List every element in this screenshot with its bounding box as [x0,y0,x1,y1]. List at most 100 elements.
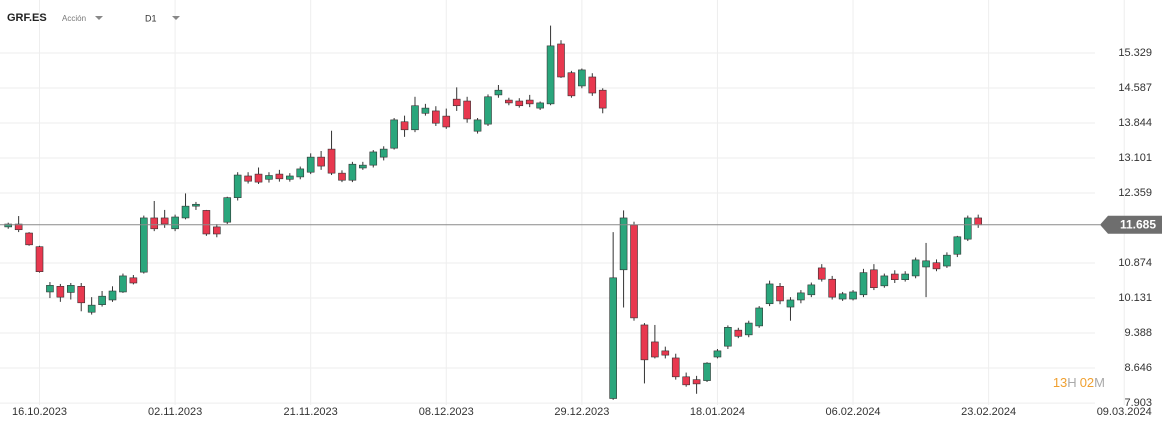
x-tick-label: 21.11.2023 [284,406,338,418]
y-tick-label: 13.844 [1118,117,1152,129]
countdown-hours: 13 [1053,375,1067,390]
candle-body [890,273,899,280]
y-tick-label: 9.388 [1124,327,1152,339]
candle-body [150,217,159,230]
candle-body [223,197,232,223]
candle-body [14,223,23,231]
candle-body [98,295,106,305]
candle-body [296,168,305,178]
candle-body [379,148,388,158]
candle-body [682,376,690,386]
y-tick-label: 14.587 [1118,82,1152,94]
candle-body [494,89,503,96]
candle-body [525,99,534,105]
candle-body [369,151,378,166]
candle-body [505,99,513,104]
countdown-minutes-unit: M [1094,375,1105,390]
candle-body [943,254,951,267]
candle-body [192,203,200,207]
candle-body [588,76,597,94]
candle-body [567,72,576,97]
last-price-label: 11.685 [1120,217,1156,231]
candle-body [254,173,263,183]
candle-body [171,216,179,230]
candle-body [202,210,211,235]
x-tick-label: 06.02.2024 [826,406,881,418]
candle-body [181,205,190,219]
candle-body [160,217,169,225]
x-tick-label: 16.10.2023 [12,406,67,418]
candle-body [25,232,33,246]
candle-body [630,224,638,319]
y-tick-label: 8.646 [1124,362,1152,374]
candle-body [432,110,440,124]
x-tick-label: 02.11.2023 [148,406,202,418]
candle-body [640,324,649,361]
candle-body [870,269,878,289]
countdown-hours-unit: H [1067,375,1076,390]
candle-body [692,379,701,385]
candle-body [776,285,784,302]
candle-body [703,362,711,381]
candle-body [922,260,930,268]
candle-body [755,307,763,327]
candle-body [87,304,96,313]
candle-body [651,341,659,358]
x-tick-label: 23.02.2024 [961,406,1016,418]
candle-body [108,290,117,301]
candle-body [140,217,148,273]
timeframe[interactable]: D1 [145,13,157,23]
candle-body [849,291,857,300]
candle-body [411,105,419,131]
candle-body [765,283,774,305]
symbol[interactable]: GRF.ES [7,12,47,24]
candle-body [400,121,409,131]
x-tick-label: 09.03.2024 [1097,406,1152,418]
candle-body [609,277,617,399]
candle-body [557,43,565,78]
candle-body [963,217,972,240]
candle-body [119,275,127,293]
candle-body [348,163,357,181]
candle-body [452,98,461,107]
candle-body [46,285,54,293]
candle-body [744,322,753,336]
candle-body [828,278,836,298]
candle-body [932,262,941,270]
timeframe-dropdown-caret[interactable] [172,16,180,20]
candle-body [838,293,847,300]
candle-body [578,69,586,87]
candle-body [421,107,430,114]
candle-body [859,272,868,296]
candle-body [473,119,482,132]
candle-body [536,102,544,109]
candle-body [671,357,680,378]
last-price-tag [1100,215,1162,234]
candle-body [317,156,325,167]
candle-body [901,273,909,280]
candle-body [911,259,920,277]
y-tick-label: 10.874 [1118,257,1152,269]
candle-body [265,175,273,180]
candle-body [390,119,398,149]
candle-body [327,148,336,174]
instrument-type: Acción [62,14,86,23]
candle-body [4,223,13,228]
candle-body [244,175,252,182]
symbol-dropdown-caret[interactable] [95,16,103,20]
x-tick-label: 18.01.2024 [690,406,745,418]
candle-body [807,284,816,296]
countdown-minutes: 02 [1080,375,1094,390]
candle-body [786,299,795,308]
candle-body [213,226,221,235]
candle-body [338,172,346,181]
candle-body [286,175,294,180]
y-tick-label: 10.131 [1118,292,1152,304]
candle-body [359,164,367,169]
candle-body [724,327,732,347]
candle-body [66,285,75,293]
candle-body [661,350,670,356]
candle-body [233,174,242,198]
